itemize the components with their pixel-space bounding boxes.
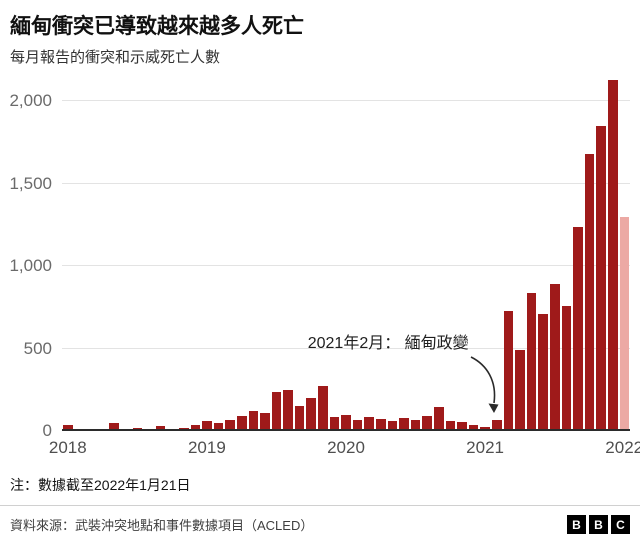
gridline-0 bbox=[62, 429, 630, 432]
bar-2018-01 bbox=[63, 424, 73, 432]
y-axis: 0 500 1,000 1,500 2,000 bbox=[9, 92, 62, 439]
bar-2021-12 bbox=[607, 79, 618, 432]
bar-2019-07 bbox=[271, 392, 282, 432]
bar-2021-10 bbox=[584, 154, 595, 432]
bar-2019-06 bbox=[260, 413, 270, 432]
bar-2018-12 bbox=[190, 424, 201, 432]
x-tick-label-2021: 2021 bbox=[466, 438, 505, 458]
bar-2020-03 bbox=[364, 417, 375, 432]
source-row: 資料來源：武裝沖突地點和事件數據項目（ACLED） B B C bbox=[0, 506, 640, 543]
bar-2019-05 bbox=[248, 411, 259, 432]
bar-2021-04 bbox=[515, 350, 525, 432]
y-tick-label-0: 0 bbox=[42, 421, 52, 441]
y-tick-label-2000: 2,000 bbox=[9, 91, 52, 111]
gridline-500 bbox=[62, 347, 630, 349]
bar-2021-11 bbox=[596, 125, 606, 432]
bar-2019-04 bbox=[236, 415, 247, 432]
bar-2019-12 bbox=[329, 417, 340, 432]
chart-title: 緬甸衝突已導致越來越多人死亡 bbox=[10, 15, 304, 38]
bar-2020-09 bbox=[434, 407, 444, 432]
annotation-arrow-icon bbox=[470, 356, 499, 414]
gridline-2000 bbox=[62, 100, 630, 102]
x-tick-label-2020: 2020 bbox=[327, 438, 365, 458]
chart-subtitle: 每月報告的衝突和示威死亡人數 bbox=[10, 49, 221, 67]
bbc-logo-block-b1: B bbox=[567, 515, 586, 535]
annotation-text: 2021年2月： 緬甸政變 bbox=[307, 335, 469, 353]
bar-2020-11 bbox=[457, 422, 467, 432]
bar-2019-03 bbox=[225, 419, 235, 432]
bar-2021-08 bbox=[561, 305, 572, 432]
chart-note: 注：數據截至2022年1月21日 bbox=[10, 477, 191, 494]
bar-2021-09 bbox=[573, 226, 583, 432]
y-tick-label-1000: 1,000 bbox=[9, 256, 52, 276]
x-tick-label-2022: 2022 bbox=[605, 438, 640, 458]
bar-2020-05 bbox=[387, 421, 398, 432]
bar-2021-05 bbox=[526, 292, 537, 432]
bar-2020-01 bbox=[341, 414, 351, 432]
x-axis: 2018 2019 2020 2021 2022 bbox=[49, 431, 640, 459]
x-tick-label-2018: 2018 bbox=[48, 438, 87, 458]
bbc-logo-block-b2: B bbox=[589, 515, 608, 535]
bar-chart: 0 500 1,000 1,500 2,000 2021年2月： 緬甸政變 bbox=[9, 79, 630, 439]
plot-area: 2021年2月： 緬甸政變 bbox=[62, 79, 630, 432]
bar-2019-09 bbox=[294, 406, 305, 432]
bar-2019-10 bbox=[306, 398, 317, 432]
bbc-logo-block-c: C bbox=[611, 515, 630, 535]
bar-2020-10 bbox=[445, 421, 456, 432]
bar-2020-08 bbox=[422, 416, 432, 432]
bar-2020-07 bbox=[410, 420, 421, 432]
bar-2021-06 bbox=[538, 314, 548, 432]
bar-2020-02 bbox=[352, 419, 363, 432]
y-tick-label-500: 500 bbox=[23, 338, 52, 358]
source-text: 資料來源：武裝沖突地點和事件數據項目（ACLED） bbox=[10, 518, 314, 534]
bar-2020-12 bbox=[468, 425, 479, 432]
gridline-1000 bbox=[62, 265, 630, 267]
bar-2021-01 bbox=[480, 427, 490, 432]
bbc-logo: B B C bbox=[567, 515, 630, 535]
bar-2019-11 bbox=[318, 385, 328, 432]
bars-container bbox=[62, 79, 630, 432]
page: 緬甸衝突已導致越來越多人死亡 每月報告的衝突和示威死亡人數 0 500 1,000 1… bbox=[9, 15, 640, 459]
bar-2021-03 bbox=[503, 310, 514, 432]
bar-2022-01 bbox=[619, 216, 630, 432]
bar-2020-04 bbox=[376, 418, 386, 432]
bar-2019-08 bbox=[283, 389, 293, 432]
footer-divider bbox=[0, 505, 640, 507]
bar-2018-09 bbox=[155, 426, 166, 432]
bar-2021-07 bbox=[549, 284, 560, 432]
bar-2019-01 bbox=[202, 421, 212, 432]
gridline-1500 bbox=[62, 182, 630, 184]
bar-2020-06 bbox=[399, 418, 409, 432]
y-tick-label-1500: 1,500 bbox=[9, 173, 52, 193]
bar-2018-05 bbox=[109, 422, 119, 432]
x-tick-label-2019: 2019 bbox=[187, 438, 226, 458]
bar-2021-02 bbox=[491, 419, 502, 432]
bar-2019-02 bbox=[213, 422, 224, 432]
